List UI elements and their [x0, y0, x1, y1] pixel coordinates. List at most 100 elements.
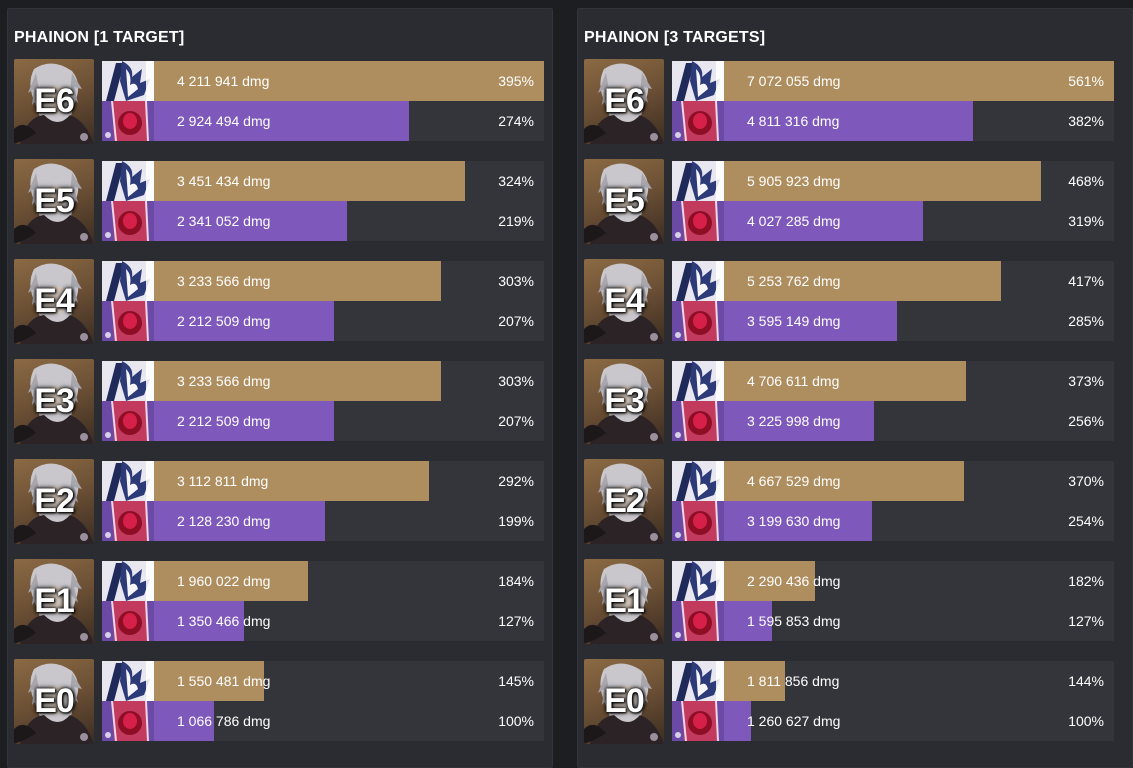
red-relic-capsule-icon	[102, 501, 154, 541]
damage-value: 3 112 811 dmg	[177, 473, 269, 489]
lightcone-art-icon	[672, 561, 724, 601]
percent-value: 324%	[498, 173, 534, 189]
percent-value: 199%	[498, 513, 534, 529]
lightcone-art-icon	[102, 461, 154, 501]
eidolon-row-e0: E0 1 811 856 dmg 144% 1 260 627 dmg 100%	[584, 659, 1114, 744]
lightcone-bar	[102, 161, 465, 201]
damage-value: 4 667 529 dmg	[747, 473, 841, 489]
percent-value: 145%	[498, 673, 534, 689]
red-relic-capsule-icon	[102, 701, 154, 741]
lightcone-bar	[102, 61, 544, 101]
lightcone-bar	[102, 361, 441, 401]
eidolon-label: E4	[34, 282, 75, 320]
lightcone-art-icon	[672, 461, 724, 501]
percent-value: 285%	[1068, 313, 1104, 329]
chart-panel-1-target: PHAINON [1 TARGET] E6 4 211 941 dmg 395% 2 …	[7, 8, 553, 768]
percent-value: 382%	[1068, 113, 1104, 129]
percent-value: 319%	[1068, 213, 1104, 229]
eidolon-label: E0	[604, 682, 645, 720]
percent-value: 127%	[1068, 613, 1104, 629]
red-relic-capsule-icon	[672, 401, 724, 441]
lightcone-art-icon	[102, 361, 154, 401]
eidolon-row-e1: E1 1 960 022 dmg 184% 1 350 466 dmg 127%	[14, 559, 544, 644]
damage-value: 3 225 998 dmg	[747, 413, 841, 429]
relic-bar-row: 3 225 998 dmg 256%	[672, 401, 1114, 441]
lightcone-art-icon	[672, 261, 724, 301]
eidolon-label: E3	[604, 382, 645, 420]
lightcone-bar-row: 4 211 941 dmg 395%	[102, 61, 544, 101]
lightcone-art-icon	[102, 161, 154, 201]
damage-value: 3 233 566 dmg	[177, 273, 271, 289]
damage-value: 4 211 941 dmg	[177, 73, 270, 89]
bar-track: 5 253 762 dmg 417% 3 595 149 dmg 285%	[672, 261, 1114, 341]
lightcone-bar-row: 4 706 611 dmg 373%	[672, 361, 1114, 401]
damage-value: 4 027 285 dmg	[747, 213, 841, 229]
damage-value: 5 253 762 dmg	[747, 273, 841, 289]
bar-track: 4 211 941 dmg 395% 2 924 494 dmg 274%	[102, 61, 544, 141]
bar-track: 7 072 055 dmg 561% 4 811 316 dmg 382%	[672, 61, 1114, 141]
lightcone-bar-row: 3 233 566 dmg 303%	[102, 261, 544, 301]
lightcone-art-icon	[672, 61, 724, 101]
eidolon-row-e2: E2 4 667 529 dmg 370% 3 199 630 dmg 254%	[584, 459, 1114, 544]
phainon-portrait-icon: E0	[14, 659, 94, 744]
lightcone-bar-row: 5 905 923 dmg 468%	[672, 161, 1114, 201]
percent-value: 219%	[498, 213, 534, 229]
lightcone-bar-row: 3 112 811 dmg 292%	[102, 461, 544, 501]
damage-value: 1 550 481 dmg	[177, 673, 271, 689]
percent-value: 182%	[1068, 573, 1104, 589]
damage-value: 3 233 566 dmg	[177, 373, 271, 389]
bar-track: 2 290 436 dmg 182% 1 595 853 dmg 127%	[672, 561, 1114, 641]
damage-value: 1 350 466 dmg	[177, 613, 271, 629]
eidolon-label: E6	[604, 82, 645, 120]
bar-track: 3 451 434 dmg 324% 2 341 052 dmg 219%	[102, 161, 544, 241]
relic-bar-row: 3 595 149 dmg 285%	[672, 301, 1114, 341]
relic-bar-row: 2 212 509 dmg 207%	[102, 401, 544, 441]
relic-bar-row: 2 212 509 dmg 207%	[102, 301, 544, 341]
lightcone-art-icon	[672, 161, 724, 201]
phainon-portrait-icon: E6	[14, 59, 94, 144]
relic-bar-row: 4 811 316 dmg 382%	[672, 101, 1114, 141]
lightcone-art-icon	[672, 661, 724, 701]
phainon-portrait-icon: E4	[14, 259, 94, 344]
relic-bar-row: 3 199 630 dmg 254%	[672, 501, 1114, 541]
phainon-portrait-icon: E0	[584, 659, 664, 744]
bar-track: 1 960 022 dmg 184% 1 350 466 dmg 127%	[102, 561, 544, 641]
percent-value: 254%	[1068, 513, 1104, 529]
eidolon-label: E5	[604, 182, 645, 220]
damage-value: 3 451 434 dmg	[177, 173, 271, 189]
relic-bar-row: 4 027 285 dmg 319%	[672, 201, 1114, 241]
eidolon-row-e3: E3 3 233 566 dmg 303% 2 212 509 dmg 207%	[14, 359, 544, 444]
percent-value: 207%	[498, 413, 534, 429]
chart-title: PHAINON [1 TARGET]	[14, 29, 185, 46]
phainon-portrait-icon: E1	[584, 559, 664, 644]
damage-value: 5 905 923 dmg	[747, 173, 841, 189]
eidolon-label: E6	[34, 82, 75, 120]
percent-value: 292%	[498, 473, 534, 489]
eidolon-label: E1	[34, 582, 75, 620]
bar-track: 1 811 856 dmg 144% 1 260 627 dmg 100%	[672, 661, 1114, 741]
lightcone-bar	[102, 261, 441, 301]
eidolon-row-e5: E5 3 451 434 dmg 324% 2 341 052 dmg 219%	[14, 159, 544, 244]
damage-value: 2 341 052 dmg	[177, 213, 271, 229]
bar-track: 4 667 529 dmg 370% 3 199 630 dmg 254%	[672, 461, 1114, 541]
red-relic-capsule-icon	[672, 701, 724, 741]
percent-value: 370%	[1068, 473, 1104, 489]
percent-value: 144%	[1068, 673, 1104, 689]
lightcone-art-icon	[672, 361, 724, 401]
percent-value: 303%	[498, 373, 534, 389]
eidolon-label: E3	[34, 382, 75, 420]
red-relic-capsule-icon	[672, 601, 724, 641]
eidolon-label: E5	[34, 182, 75, 220]
bar-track: 5 905 923 dmg 468% 4 027 285 dmg 319%	[672, 161, 1114, 241]
percent-value: 184%	[498, 573, 534, 589]
eidolon-label: E4	[604, 282, 645, 320]
red-relic-capsule-icon	[672, 201, 724, 241]
phainon-portrait-icon: E5	[584, 159, 664, 244]
eidolon-row-e1: E1 2 290 436 dmg 182% 1 595 853 dmg 127%	[584, 559, 1114, 644]
phainon-portrait-icon: E3	[584, 359, 664, 444]
eidolon-label: E1	[604, 582, 645, 620]
red-relic-capsule-icon	[102, 301, 154, 341]
eidolon-row-e4: E4 3 233 566 dmg 303% 2 212 509 dmg 207%	[14, 259, 544, 344]
phainon-portrait-icon: E2	[584, 459, 664, 544]
red-relic-capsule-icon	[102, 401, 154, 441]
